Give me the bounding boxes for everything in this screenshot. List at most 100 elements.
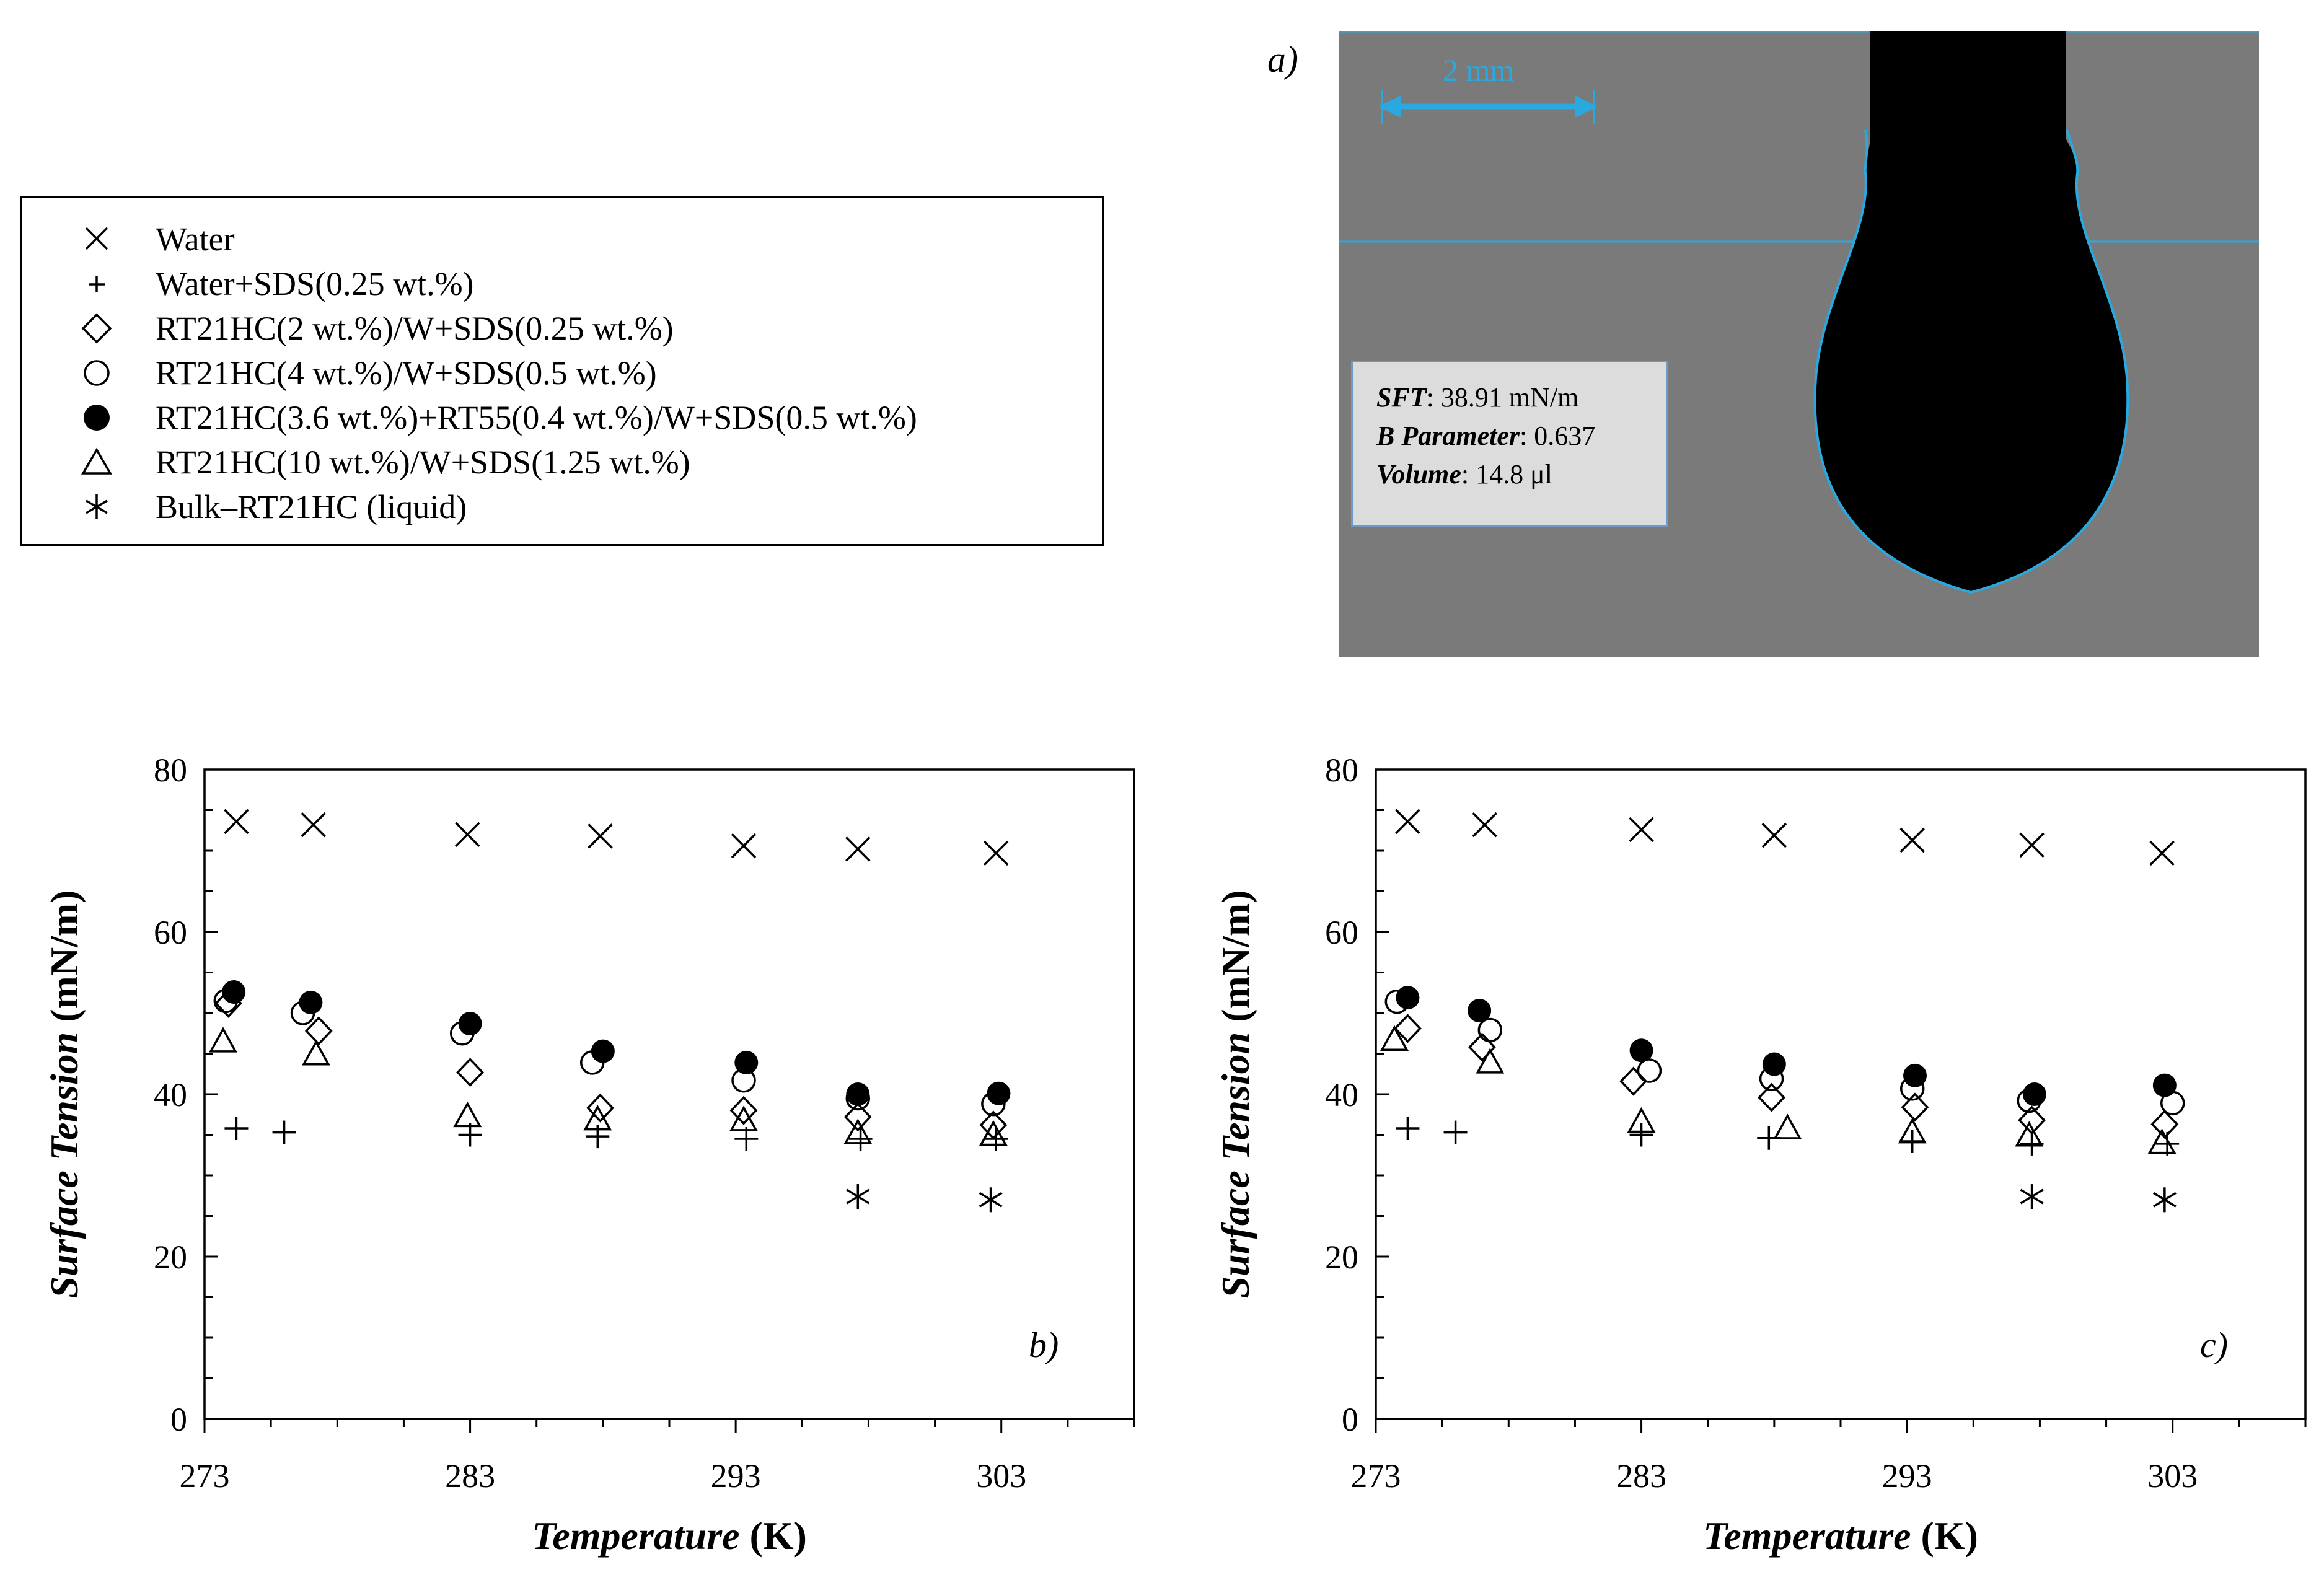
data-point-triangle <box>302 1040 330 1066</box>
data-point-diamond <box>456 1058 484 1087</box>
data-point-diamond <box>1468 1032 1496 1062</box>
series-triangle <box>209 1027 1008 1146</box>
x-axis-title-italic: Temperature <box>1703 1514 1911 1558</box>
data-point-circle-open <box>449 1021 475 1046</box>
data-point-plus <box>848 1127 873 1151</box>
data-point-x <box>224 809 249 835</box>
volume-key: Volume <box>1376 459 1461 489</box>
data-point-circle-filled <box>1629 1038 1653 1063</box>
data-point-x <box>588 823 613 849</box>
data-point-circle-filled <box>2152 1073 2177 1097</box>
data-point-circle-filled <box>734 1050 759 1074</box>
data-point-diamond <box>843 1102 872 1132</box>
legend-label: Water <box>156 221 235 258</box>
data-point-x <box>1899 827 1925 853</box>
data-point-circle-open <box>579 1050 605 1075</box>
data-point-circle-open <box>1759 1066 1784 1091</box>
plot-frame <box>203 768 1135 1420</box>
data-point-circle-filled <box>299 990 323 1014</box>
data-point-circle-filled <box>1396 986 1420 1010</box>
data-point-diamond <box>1901 1092 1929 1122</box>
legend-item-water-sds: Water+SDS(0.25 wt.%) <box>22 261 1102 306</box>
scale-arrow-right <box>1575 95 1597 118</box>
data-point-diamond <box>586 1093 614 1123</box>
legend-label: RT21HC(4 wt.%)/W+SDS(0.5 wt.%) <box>156 354 657 392</box>
y-axis-title: Surface Tension (mN/m) <box>1213 890 1257 1299</box>
data-point-triangle <box>1898 1117 1927 1144</box>
data-point-circle-filled <box>987 1081 1011 1105</box>
data-point-plus <box>2020 1131 2044 1156</box>
series-x <box>224 809 1009 866</box>
x-tick-label: 303 <box>2147 1457 2198 1494</box>
data-point-diamond <box>1758 1082 1785 1112</box>
data-point-x <box>1629 817 1654 843</box>
data-point-circle-open <box>731 1068 756 1093</box>
y-tick-label: 40 <box>154 1076 187 1113</box>
x-tick-label: 273 <box>1351 1457 1401 1494</box>
needle <box>1870 31 2066 139</box>
data-point-triangle <box>1380 1025 1409 1051</box>
data-point-plus <box>224 1117 249 1141</box>
legend-item-bulk: Bulk–RT21HC (liquid) <box>22 485 1102 529</box>
y-tick-label: 80 <box>1325 752 1358 789</box>
data-point-triangle <box>209 1027 237 1053</box>
volume-line: Volume: 14.8 μl <box>1376 455 1666 494</box>
data-point-circle-filled <box>458 1012 482 1036</box>
data-point-diamond <box>979 1110 1008 1140</box>
x-axis-title: Temperature (K) <box>532 1514 807 1558</box>
data-point-triangle <box>2015 1121 2044 1147</box>
diamond-marker-icon <box>81 313 112 344</box>
data-point-x <box>1472 812 1497 838</box>
data-point-plus <box>984 1127 1008 1151</box>
data-point-x <box>2019 832 2045 858</box>
legend-label: RT21HC(3.6 wt.%)+RT55(0.4 wt.%)/W+SDS(0.… <box>156 399 917 436</box>
drop-drawing <box>1339 30 2259 657</box>
data-point-x <box>1395 809 1420 835</box>
y-axis-title-italic: Surface Tension <box>42 1032 86 1299</box>
data-point-circle-open <box>845 1086 871 1111</box>
data-point-asterisk <box>979 1187 1003 1213</box>
data-point-diamond <box>1619 1066 1648 1096</box>
series-circle-open <box>213 988 1006 1117</box>
data-point-circle-open <box>1637 1058 1662 1083</box>
data-point-diamond <box>1394 1014 1422 1043</box>
data-point-plus <box>1396 1117 1420 1141</box>
data-point-circle-open <box>2017 1088 2042 1113</box>
data-point-circle-filled <box>1903 1063 1927 1087</box>
data-point-plus <box>1757 1126 1781 1150</box>
data-point-triangle <box>843 1118 873 1144</box>
open-circle-marker-icon <box>84 360 110 386</box>
data-point-triangle <box>2147 1128 2177 1154</box>
asterisk-marker-icon <box>86 494 108 519</box>
data-point-triangle <box>1476 1048 1505 1074</box>
panel-label: c) <box>2200 1325 2228 1365</box>
data-point-x <box>455 822 480 848</box>
data-point-plus <box>2155 1131 2180 1156</box>
x-tick-label: 303 <box>976 1457 1026 1494</box>
data-point-circle-open <box>1899 1076 1925 1101</box>
series-diamond <box>1394 1014 2179 1139</box>
data-point-x <box>845 836 871 862</box>
series-plus <box>224 1117 1008 1151</box>
legend-item-rt21hc-rt55: RT21HC(3.6 wt.%)+RT55(0.4 wt.%)/W+SDS(0.… <box>22 395 1102 440</box>
x-tick-label: 293 <box>711 1457 761 1494</box>
y-tick-label: 0 <box>1342 1401 1358 1438</box>
pendant-drop-image <box>1339 30 2259 657</box>
y-axis-title-unit: (mN/m) <box>1213 890 1257 1032</box>
data-point-diamond <box>214 988 242 1018</box>
y-tick-label: 60 <box>154 914 187 951</box>
data-point-circle-filled <box>1762 1052 1786 1076</box>
data-point-diamond <box>2018 1105 2046 1135</box>
drop <box>1815 139 2128 592</box>
y-axis-title-italic: Surface Tension <box>1213 1032 1257 1299</box>
data-point-asterisk <box>2152 1187 2177 1213</box>
data-point-circle-open <box>1384 989 1410 1014</box>
legend: Water Water+SDS(0.25 wt.%) RT21HC(2 wt.%… <box>20 196 1104 546</box>
data-point-diamond <box>304 1016 333 1046</box>
data-point-x <box>2149 840 2175 866</box>
y-tick-label: 60 <box>1325 914 1358 951</box>
data-point-triangle <box>979 1120 1008 1146</box>
series-x <box>1395 809 2175 866</box>
data-point-plus <box>458 1123 482 1147</box>
data-point-x <box>301 812 326 838</box>
